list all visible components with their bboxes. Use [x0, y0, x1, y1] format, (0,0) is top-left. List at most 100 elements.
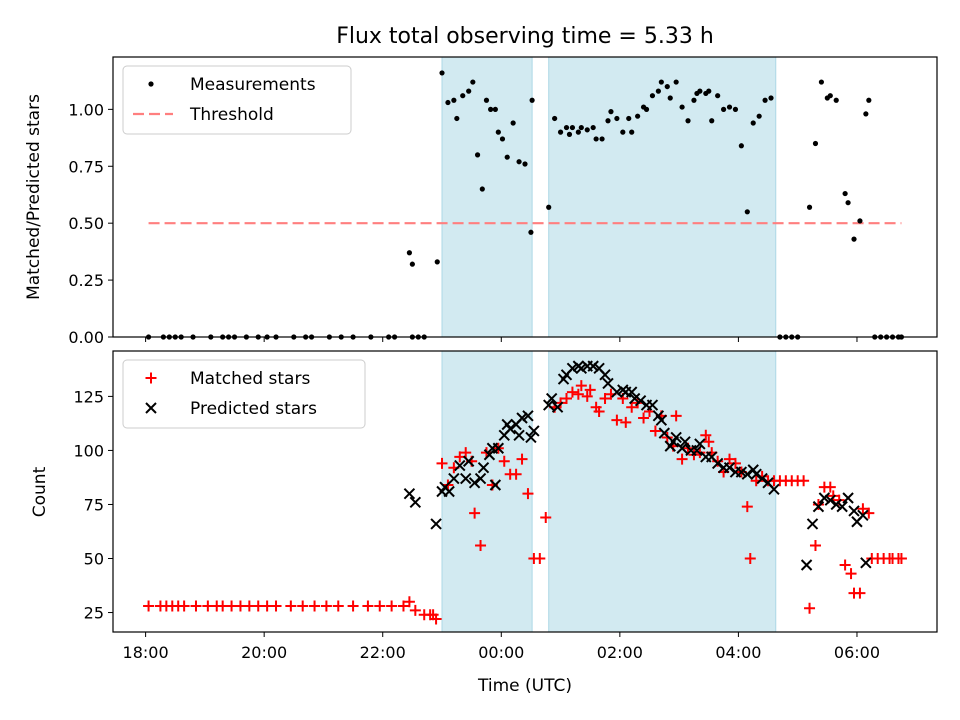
measurement-point — [768, 95, 774, 101]
measurement-point — [546, 204, 552, 210]
predicted-point — [848, 505, 860, 517]
y-tick-label: 25 — [84, 604, 104, 623]
predicted-point — [513, 429, 525, 442]
predicted-point — [857, 509, 869, 521]
matched-point — [332, 600, 344, 612]
observing-window — [441, 350, 533, 633]
matched-point — [178, 600, 190, 612]
matched-point — [297, 600, 309, 612]
predicted-point — [694, 438, 706, 450]
matched-point — [741, 501, 753, 513]
predicted-point — [646, 399, 659, 411]
matched-point — [620, 416, 632, 428]
matched-point — [190, 600, 202, 612]
matched-point — [724, 453, 736, 465]
legend-marker-predicted — [145, 402, 157, 414]
predicted-point — [670, 431, 682, 444]
measurement-point — [629, 129, 635, 135]
matched-point — [729, 457, 741, 469]
measurement-point — [470, 79, 476, 85]
measurement-point — [643, 106, 650, 112]
y-tick-label: 1.00 — [68, 100, 104, 119]
predicted-point — [516, 412, 528, 424]
measurement-point — [566, 131, 573, 137]
matched-point — [638, 412, 650, 424]
x-tick-label: 22:00 — [360, 643, 406, 662]
measurement-point — [445, 99, 451, 106]
predicted-point — [468, 477, 481, 489]
measurement-point — [614, 115, 620, 122]
predicted-point — [611, 386, 623, 398]
matched-point — [812, 498, 824, 510]
measurement-point — [857, 218, 863, 224]
matched-point — [798, 475, 810, 487]
predicted-point — [655, 414, 668, 426]
predicted-point — [575, 362, 588, 374]
measurement-point — [691, 97, 697, 103]
predicted-point — [528, 425, 540, 437]
predicted-point — [679, 436, 691, 448]
measurement-point — [522, 161, 528, 167]
measurement-point — [658, 79, 664, 85]
legend-box — [122, 65, 352, 135]
predicted-point — [830, 498, 842, 511]
legend-box — [122, 359, 366, 429]
matched-point — [430, 613, 442, 625]
measurement-point — [563, 124, 570, 131]
ratio-panel: 0.00 0.25 0.50 0.75 1.00 Measurements Threshol… — [68, 56, 938, 347]
measurement-point — [569, 124, 576, 131]
matched-point — [572, 388, 584, 400]
measurement-point — [578, 124, 584, 131]
y-tick-label: 0.25 — [68, 271, 104, 290]
matched-point — [540, 511, 552, 523]
matched-point — [522, 488, 534, 500]
matched-point — [566, 386, 578, 398]
predicted-point — [522, 410, 534, 422]
measurement-point — [685, 118, 691, 124]
measurement-point — [599, 136, 605, 142]
predicted-point — [409, 496, 422, 509]
measurement-point — [664, 83, 670, 90]
measurement-point — [434, 259, 440, 265]
predicted-point — [741, 468, 754, 480]
measurement-point — [726, 104, 733, 110]
measurement-point — [557, 129, 564, 135]
measurement-point — [863, 111, 869, 117]
matched-point — [386, 600, 398, 612]
measurement-point — [818, 79, 825, 85]
measurement-point — [504, 154, 510, 160]
matched-point — [584, 384, 596, 396]
measurement-point — [409, 261, 415, 267]
predicted-point — [628, 392, 641, 405]
measurement-point — [845, 200, 851, 206]
matched-point — [626, 401, 638, 413]
matched-point — [676, 453, 688, 465]
measurement-point — [528, 229, 534, 235]
y-tick-label: 125 — [73, 387, 104, 406]
measurement-point — [706, 88, 712, 94]
predicted-point — [625, 386, 638, 398]
predicted-point — [800, 559, 813, 571]
matched-point — [436, 457, 448, 469]
predicted-point — [750, 468, 762, 480]
matched-point — [804, 602, 816, 614]
matched-point — [374, 600, 386, 612]
measurement-point — [552, 115, 558, 122]
legend-label: Matched stars — [190, 369, 310, 389]
measurement-point — [454, 115, 460, 122]
y-tick-label: 50 — [84, 550, 104, 569]
measurement-point — [750, 120, 756, 126]
predicted-point — [504, 423, 516, 435]
matched-point — [403, 596, 415, 608]
matched-point — [469, 507, 481, 519]
measurement-point — [833, 97, 839, 103]
predicted-point — [818, 492, 831, 504]
predicted-point — [587, 360, 599, 372]
x-tick-label: 20:00 — [241, 643, 287, 662]
measurement-point — [635, 113, 641, 119]
predicted-point — [634, 395, 647, 407]
measurement-point — [667, 95, 673, 101]
measurement-point — [510, 120, 516, 126]
measurement-point — [460, 93, 466, 99]
matched-point — [895, 553, 907, 565]
